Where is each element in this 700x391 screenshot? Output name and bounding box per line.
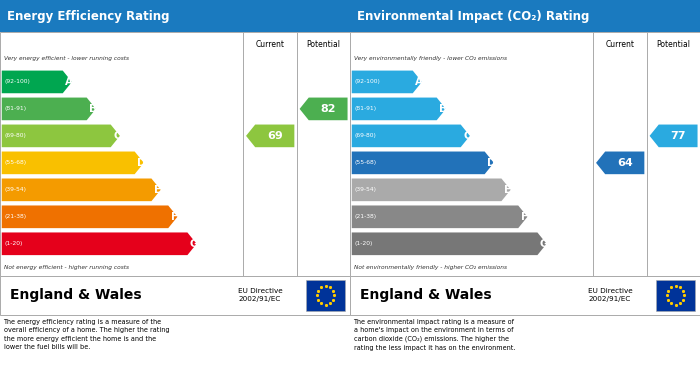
Text: (55-68): (55-68) <box>4 160 27 165</box>
Bar <box>0 0 350 32</box>
Bar <box>350 32 700 276</box>
Polygon shape <box>1 71 72 93</box>
Polygon shape <box>1 98 96 120</box>
Bar <box>0 32 350 276</box>
Text: (92-100): (92-100) <box>4 79 30 84</box>
Text: C: C <box>463 131 471 141</box>
Text: B: B <box>439 104 447 114</box>
Text: 69: 69 <box>267 131 283 141</box>
Bar <box>350 0 700 32</box>
Text: Potential: Potential <box>657 40 690 49</box>
Text: (55-68): (55-68) <box>354 160 377 165</box>
Polygon shape <box>246 125 294 147</box>
Text: EU Directive
2002/91/EC: EU Directive 2002/91/EC <box>238 288 283 303</box>
Text: (39-54): (39-54) <box>354 187 376 192</box>
Text: Not environmentally friendly - higher CO₂ emissions: Not environmentally friendly - higher CO… <box>354 265 507 269</box>
Text: E: E <box>504 185 512 195</box>
Text: Current: Current <box>256 40 284 49</box>
Text: (1-20): (1-20) <box>354 241 372 246</box>
Polygon shape <box>351 152 494 174</box>
Polygon shape <box>351 179 510 201</box>
Text: F: F <box>521 212 528 222</box>
Text: Very energy efficient - lower running costs: Very energy efficient - lower running co… <box>4 56 129 61</box>
Text: Potential: Potential <box>307 40 340 49</box>
Bar <box>307 280 344 311</box>
Text: C: C <box>113 131 121 141</box>
Polygon shape <box>351 98 446 120</box>
Text: (21-38): (21-38) <box>354 214 377 219</box>
Text: (69-80): (69-80) <box>354 133 376 138</box>
Text: Current: Current <box>606 40 634 49</box>
Polygon shape <box>1 179 160 201</box>
Text: A: A <box>65 77 74 87</box>
Bar <box>0 276 350 315</box>
Text: G: G <box>190 239 198 249</box>
Polygon shape <box>1 233 197 255</box>
Bar <box>657 280 694 311</box>
Polygon shape <box>1 125 120 147</box>
Text: (1-20): (1-20) <box>4 241 22 246</box>
Polygon shape <box>351 71 422 93</box>
Text: The environmental impact rating is a measure of
a home's impact on the environme: The environmental impact rating is a mea… <box>354 319 515 351</box>
Text: England & Wales: England & Wales <box>10 288 142 302</box>
Text: E: E <box>154 185 162 195</box>
Text: D: D <box>486 158 496 168</box>
Text: F: F <box>171 212 178 222</box>
Text: 82: 82 <box>321 104 336 114</box>
Text: (69-80): (69-80) <box>4 133 26 138</box>
Text: Not energy efficient - higher running costs: Not energy efficient - higher running co… <box>4 265 129 269</box>
Text: 64: 64 <box>617 158 633 168</box>
Text: England & Wales: England & Wales <box>360 288 492 302</box>
Text: (81-91): (81-91) <box>354 106 377 111</box>
Text: B: B <box>89 104 97 114</box>
Text: (81-91): (81-91) <box>4 106 27 111</box>
Polygon shape <box>351 233 547 255</box>
Polygon shape <box>650 125 697 147</box>
Text: A: A <box>415 77 424 87</box>
Text: (21-38): (21-38) <box>4 214 27 219</box>
Text: 77: 77 <box>671 131 686 141</box>
Text: D: D <box>136 158 146 168</box>
Polygon shape <box>300 98 347 120</box>
Text: (39-54): (39-54) <box>4 187 26 192</box>
Polygon shape <box>1 152 144 174</box>
Polygon shape <box>596 152 644 174</box>
Text: Environmental Impact (CO₂) Rating: Environmental Impact (CO₂) Rating <box>357 9 589 23</box>
Text: Very environmentally friendly - lower CO₂ emissions: Very environmentally friendly - lower CO… <box>354 56 507 61</box>
Polygon shape <box>351 206 527 228</box>
Text: (92-100): (92-100) <box>354 79 380 84</box>
Polygon shape <box>351 125 470 147</box>
Text: G: G <box>540 239 548 249</box>
Bar <box>350 276 700 315</box>
Text: Energy Efficiency Rating: Energy Efficiency Rating <box>7 9 169 23</box>
Text: The energy efficiency rating is a measure of the
overall efficiency of a home. T: The energy efficiency rating is a measur… <box>4 319 169 350</box>
Polygon shape <box>1 206 177 228</box>
Text: EU Directive
2002/91/EC: EU Directive 2002/91/EC <box>588 288 633 303</box>
